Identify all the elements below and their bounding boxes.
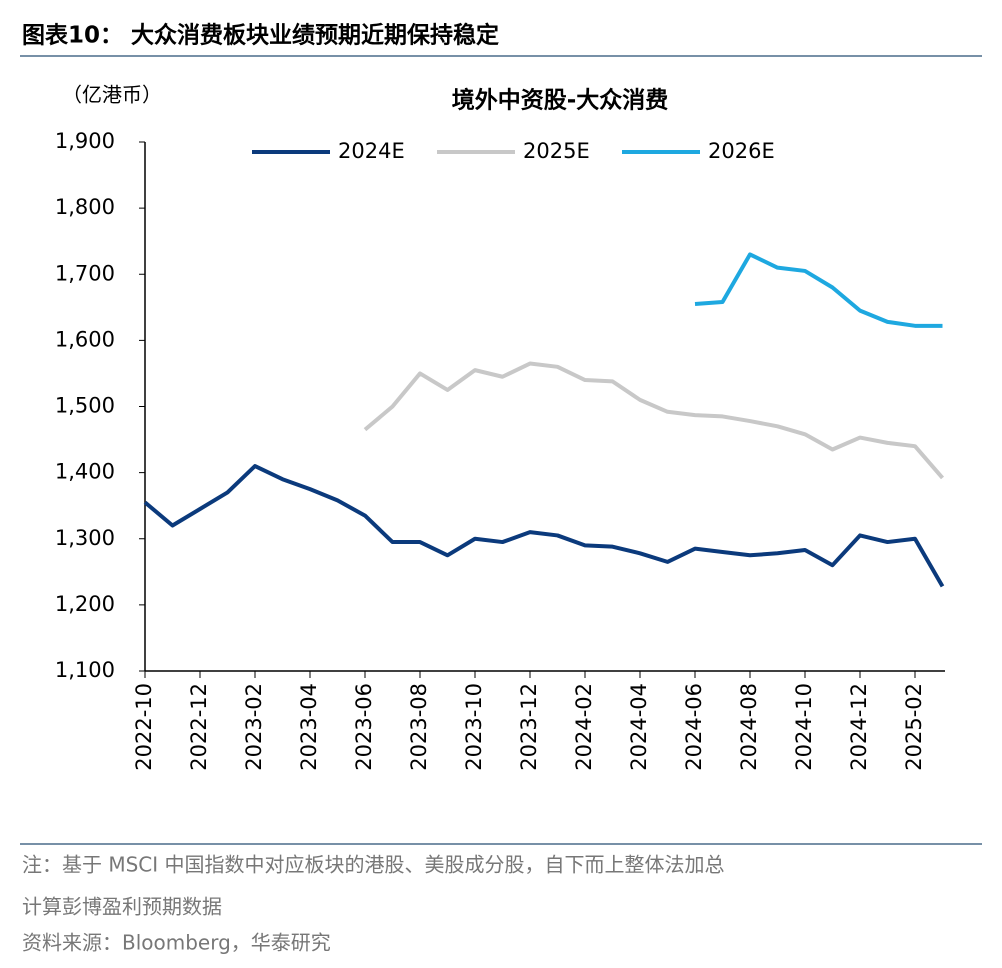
series-line [363, 361, 945, 480]
x-tick-label: 2023-06 [352, 683, 376, 771]
x-tick-label: 2025-02 [902, 683, 926, 771]
x-tick-label: 2024-04 [627, 683, 651, 771]
chart-title: 境外中资股-大众消费 [452, 87, 669, 114]
x-tick-label: 2024-12 [847, 683, 871, 771]
y-tick-label: 1,500 [55, 394, 115, 418]
y-tick-label: 1,800 [55, 195, 115, 219]
y-tick-label: 1,400 [55, 460, 115, 484]
x-tick-label: 2024-08 [737, 683, 761, 771]
y-tick-label: 1,200 [55, 592, 115, 616]
legend-label: 2025E [523, 139, 590, 163]
series-line [143, 464, 945, 588]
x-tick-label: 2022-12 [187, 683, 211, 771]
x-tick-label: 2023-08 [407, 683, 431, 771]
y-tick-label: 1,600 [55, 327, 115, 351]
x-tick-label: 2024-02 [572, 683, 596, 771]
x-tick-label: 2023-04 [297, 683, 321, 771]
y-tick-label: 1,900 [55, 129, 115, 153]
legend-label: 2024E [338, 139, 405, 163]
x-tick-label: 2023-10 [462, 683, 486, 771]
legend-label: 2026E [708, 139, 775, 163]
footnote: 注：基于 MSCI 中国指数中对应板块的港股、美股成分股，自下而上整体法加总 [22, 853, 725, 877]
x-tick-label: 2023-02 [242, 683, 266, 771]
x-tick-label: 2024-10 [792, 683, 816, 771]
x-tick-label: 2022-10 [132, 683, 156, 771]
x-tick-label: 2023-12 [517, 683, 541, 771]
source: 资料来源：Bloomberg，华泰研究 [22, 931, 331, 955]
series-line [694, 252, 943, 328]
y-tick-label: 1,300 [55, 526, 115, 550]
footnote: 计算彭博盈利预期数据 [22, 895, 222, 919]
header-title: 图表10： 大众消费板块业绩预期近期保持稳定 [22, 22, 499, 49]
y-tick-label: 1,700 [55, 261, 115, 285]
x-tick-label: 2024-06 [682, 683, 706, 771]
y-tick-label: 1,100 [55, 658, 115, 682]
y-axis-unit: （亿港币） [62, 83, 162, 107]
